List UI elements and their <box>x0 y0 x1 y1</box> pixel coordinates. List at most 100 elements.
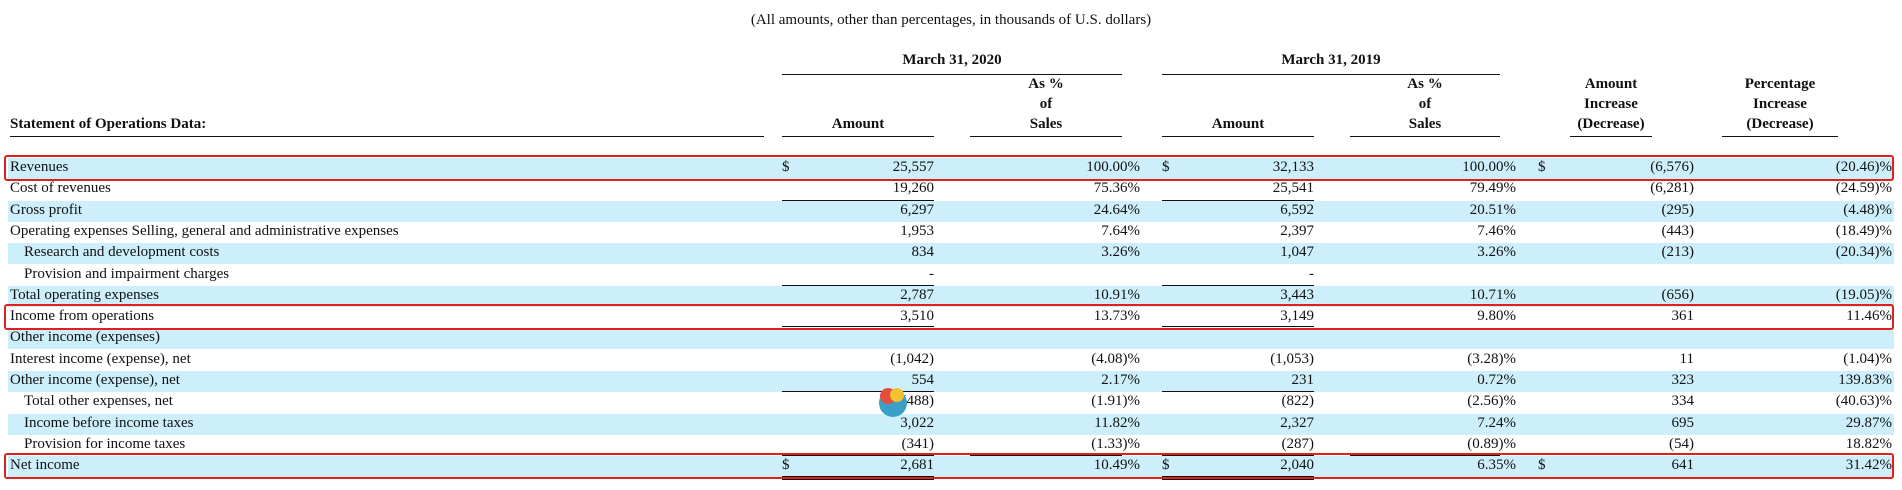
cell: (20.34)% <box>1835 244 1892 261</box>
cell: 18.82% <box>1845 435 1892 452</box>
row-band <box>8 200 1894 222</box>
currency: $ <box>1538 159 1546 175</box>
row-band <box>8 456 1894 478</box>
cell: 695 <box>1671 414 1695 431</box>
row-label: Other income (expense), net <box>10 372 180 388</box>
cell: 2,040 <box>1280 457 1314 474</box>
cell: 13.73% <box>1093 308 1140 325</box>
rule <box>10 136 764 137</box>
rule <box>782 455 934 457</box>
cell: 29.87% <box>1845 414 1892 431</box>
cell: 3,510 <box>900 308 934 325</box>
cell: (3.28)% <box>1467 350 1516 367</box>
row-label: Net income <box>10 457 80 474</box>
row-label: Revenues <box>10 159 69 175</box>
cell: 323 <box>1671 372 1695 388</box>
rule <box>1570 136 1652 137</box>
highlight-box <box>4 304 1894 331</box>
cell: 10.71% <box>1469 286 1516 303</box>
cell: (6,576) <box>1650 159 1694 175</box>
row-label: Research and development costs <box>24 244 220 261</box>
cell: (40.63)% <box>1835 393 1892 410</box>
currency: $ <box>1162 457 1170 474</box>
cell: 1,953 <box>900 222 934 239</box>
rule <box>782 136 934 137</box>
row-label: Total other expenses, net <box>24 393 173 410</box>
rule <box>1350 136 1500 137</box>
cell: (213) <box>1661 244 1695 261</box>
cell: 6,297 <box>900 201 934 218</box>
cell: (287) <box>1281 435 1315 452</box>
currency: $ <box>782 457 790 474</box>
cell: 139.83% <box>1838 372 1892 388</box>
rule <box>970 455 1122 457</box>
cell: 19,260 <box>892 180 934 197</box>
cell: 3.26% <box>1101 244 1140 261</box>
row-label: Operating expenses Selling, general and … <box>10 222 399 239</box>
cell: 3,022 <box>900 414 934 431</box>
cell: 6.35% <box>1477 457 1516 474</box>
cell: (295) <box>1661 201 1695 218</box>
row-label: Provision for income taxes <box>24 435 186 452</box>
row-label: Other income (expenses) <box>10 329 160 346</box>
cell: (24.59)% <box>1835 180 1892 197</box>
cell: - <box>929 265 934 282</box>
row-label: Income before income taxes <box>24 414 194 431</box>
column-header: of <box>1039 96 1053 112</box>
cell: 100.00% <box>1462 159 1516 175</box>
cell: (4.48)% <box>1843 201 1892 218</box>
cell: (0.89)% <box>1467 435 1516 452</box>
cell: 79.49% <box>1469 180 1516 197</box>
note: (All amounts, other than percentages, in… <box>750 12 1152 28</box>
cell: 100.00% <box>1086 159 1140 175</box>
cell: (443) <box>1661 222 1695 239</box>
cell: (1,053) <box>1270 350 1314 367</box>
row-band <box>8 158 1894 179</box>
cell: 6,592 <box>1280 201 1314 218</box>
cell: (488) <box>901 393 935 410</box>
cell: 2,681 <box>900 457 934 474</box>
cell: 2,787 <box>900 286 934 303</box>
row-band <box>8 243 1894 265</box>
column-header: Increase <box>1584 96 1638 112</box>
rule <box>1162 199 1314 201</box>
column-header: Amount <box>1211 116 1265 132</box>
cell: 25,541 <box>1272 180 1314 197</box>
column-header: Amount <box>1584 76 1638 92</box>
cell: (2.56)% <box>1467 393 1516 410</box>
column-header: Sales <box>1408 116 1442 132</box>
rule <box>782 284 934 286</box>
cell: 2,327 <box>1280 414 1314 431</box>
rule <box>782 199 934 201</box>
column-header: As % <box>1407 76 1443 92</box>
cell: 3,149 <box>1280 308 1314 325</box>
row-label-header: Statement of Operations Data: <box>10 116 207 132</box>
column-header: of <box>1418 96 1432 112</box>
column-header: Percentage <box>1744 76 1816 92</box>
cell: (1.33)% <box>1091 435 1140 452</box>
cell: 7.46% <box>1477 222 1516 239</box>
rule <box>1162 74 1500 75</box>
cell: (20.46)% <box>1835 159 1892 175</box>
highlight-box <box>4 453 1894 480</box>
rule <box>1162 455 1314 457</box>
cell: 641 <box>1671 457 1695 474</box>
currency: $ <box>1162 159 1170 175</box>
cell: 334 <box>1671 393 1695 410</box>
highlight-box <box>4 155 1894 182</box>
cell: (656) <box>1661 286 1695 303</box>
cell: (54) <box>1669 435 1694 452</box>
cell: (822) <box>1281 393 1315 410</box>
cell: (18.49)% <box>1835 222 1892 239</box>
rule <box>1162 391 1314 393</box>
cell: 361 <box>1671 308 1695 325</box>
column-header: Amount <box>831 116 885 132</box>
cell: 231 <box>1291 372 1315 388</box>
rule <box>782 74 1122 75</box>
cell: 11.82% <box>1094 414 1140 431</box>
cell: 11.46% <box>1846 308 1892 325</box>
rule <box>1722 136 1838 137</box>
cell: 11 <box>1679 350 1694 367</box>
period: March 31, 2020 <box>902 52 1002 68</box>
cell: (4.08)% <box>1091 350 1140 367</box>
